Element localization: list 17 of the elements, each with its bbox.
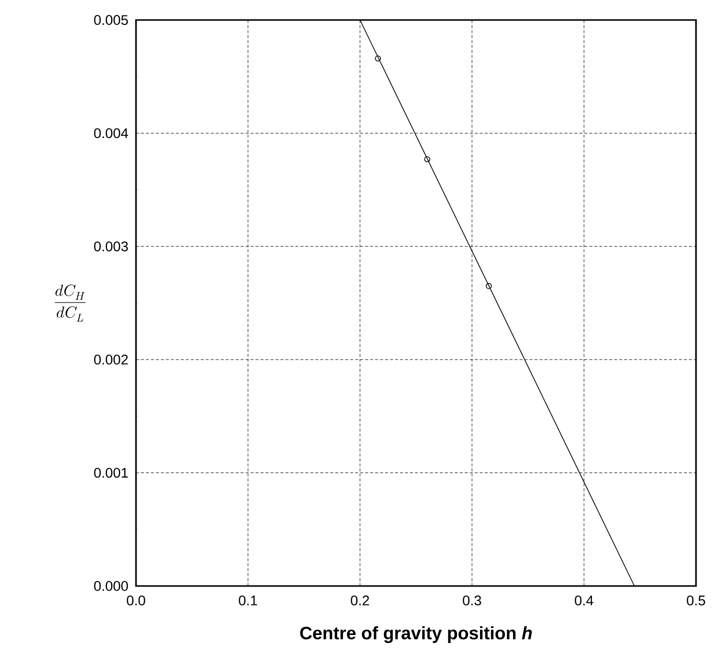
y-axis-title: $\frac{dC_H}{dC_L}$: [54, 284, 86, 322]
x-tick-label: 0.5: [686, 596, 706, 606]
x-axis-title: Centre of gravity position h: [300, 626, 532, 644]
point: [374, 55, 381, 62]
point: [486, 283, 492, 290]
y-tick-label: 0.001: [94, 468, 128, 478]
point: [424, 156, 430, 162]
y-tick-label: 0.004: [94, 128, 128, 138]
y-tick-label: 0.005: [94, 15, 128, 25]
y-tick-label: 0.003: [94, 241, 128, 252]
y-tick-label: 0.002: [94, 354, 128, 365]
x-tick-label: 0.4: [574, 596, 594, 606]
y-tick-label: 0.000: [94, 581, 128, 591]
x-tick-label: 0.1: [238, 596, 258, 606]
x-tick-label: 0.0: [126, 596, 146, 606]
x-tick-label: 0.2: [350, 596, 369, 606]
x-tick-label: 0.3: [462, 596, 482, 606]
